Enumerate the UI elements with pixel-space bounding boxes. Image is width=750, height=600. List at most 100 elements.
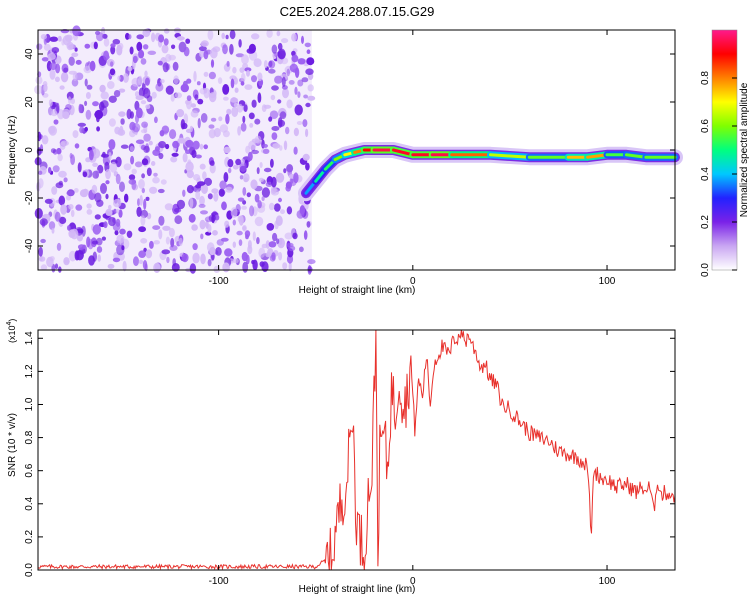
colorbar-gradient <box>712 30 737 270</box>
noise-speckle <box>126 108 132 120</box>
noise-speckle <box>120 118 125 125</box>
spectrogram-noise-region <box>34 25 316 275</box>
colorbar-tick-label: 0.8 <box>700 71 711 85</box>
noise-speckle <box>96 237 103 246</box>
noise-speckle <box>209 47 218 59</box>
noise-speckle <box>306 57 315 66</box>
noise-speckle <box>74 250 80 261</box>
noise-speckle <box>165 143 170 150</box>
noise-speckle <box>118 111 126 117</box>
noise-speckle <box>279 145 283 151</box>
spectrogram-panel: -100 0 100 -40 -20 0 20 40 Height of straight … <box>7 25 683 296</box>
noise-speckle <box>232 164 239 170</box>
noise-speckle <box>239 161 247 172</box>
noise-speckle <box>299 246 304 253</box>
noise-speckle <box>110 45 116 55</box>
noise-speckle <box>154 146 160 152</box>
noise-speckle <box>224 220 230 228</box>
snr-y-label: SNR (10 * v/v) <box>7 413 18 477</box>
noise-speckle <box>71 52 79 58</box>
noise-speckle <box>172 258 176 267</box>
noise-speckle <box>189 263 197 274</box>
noise-speckle <box>241 251 248 262</box>
noise-speckle <box>227 159 234 168</box>
noise-speckle <box>237 197 245 202</box>
noise-speckle <box>222 44 228 55</box>
noise-speckle <box>66 194 71 201</box>
snr-y-tick-label: 0.2 <box>24 530 35 544</box>
spectrogram-y-label: Frequency (Hz) <box>7 116 18 185</box>
noise-speckle <box>54 211 61 222</box>
noise-speckle <box>207 193 213 200</box>
noise-speckle <box>263 104 272 109</box>
noise-speckle <box>283 140 288 151</box>
noise-speckle <box>199 143 204 150</box>
noise-speckle <box>200 113 208 123</box>
noise-speckle <box>268 241 277 248</box>
noise-speckle <box>257 200 262 209</box>
colorbar-label: Normalized spectral amplitude <box>739 82 750 217</box>
noise-speckle <box>38 170 43 175</box>
noise-speckle <box>159 130 165 137</box>
noise-speckle <box>210 117 217 122</box>
noise-speckle <box>212 230 218 236</box>
noise-speckle <box>169 129 177 140</box>
noise-speckle <box>122 260 127 272</box>
noise-speckle <box>302 153 310 161</box>
noise-speckle <box>128 34 132 40</box>
noise-speckle <box>232 241 236 248</box>
noise-speckle <box>159 79 165 84</box>
noise-speckle <box>242 63 249 69</box>
noise-speckle <box>282 87 289 99</box>
noise-speckle <box>94 214 101 220</box>
noise-speckle <box>288 80 295 85</box>
noise-speckle <box>108 216 116 227</box>
spectrogram-y-tick-label: 0 <box>24 147 35 153</box>
noise-speckle <box>100 100 109 109</box>
noise-speckle <box>198 46 207 52</box>
noise-speckle <box>93 41 98 50</box>
noise-speckle <box>62 108 70 116</box>
noise-speckle <box>200 40 209 47</box>
noise-speckle <box>222 262 230 273</box>
noise-speckle <box>240 81 245 86</box>
noise-speckle <box>292 232 298 240</box>
colorbar: 0.0 0.2 0.4 0.6 0.8 Normalized spectral ampl… <box>700 29 750 277</box>
noise-speckle <box>57 35 62 42</box>
noise-speckle <box>127 66 133 72</box>
noise-speckle <box>40 264 48 271</box>
noise-speckle <box>254 118 261 125</box>
noise-speckle <box>170 156 178 163</box>
noise-speckle <box>217 77 223 84</box>
noise-speckle <box>282 262 288 270</box>
noise-speckle <box>272 232 278 242</box>
noise-speckle <box>117 75 121 81</box>
noise-speckle <box>56 242 62 251</box>
noise-speckle <box>68 250 77 262</box>
noise-speckle <box>59 85 65 90</box>
noise-speckle <box>226 60 230 67</box>
snr-y-tick-label: 0.6 <box>24 463 35 477</box>
noise-speckle <box>55 182 64 189</box>
noise-speckle <box>218 116 223 122</box>
noise-speckle <box>92 251 98 262</box>
noise-speckle <box>222 84 230 95</box>
noise-speckle <box>248 140 257 150</box>
noise-speckle <box>288 261 292 272</box>
noise-speckle <box>195 154 202 159</box>
noise-speckle <box>141 158 149 166</box>
noise-speckle <box>251 33 260 40</box>
colorbar-tick-label: 0.4 <box>700 167 711 181</box>
noise-speckle <box>207 29 214 41</box>
noise-speckle <box>183 46 190 57</box>
noise-speckle <box>91 184 98 194</box>
noise-speckle <box>245 234 249 240</box>
noise-speckle <box>307 259 316 265</box>
noise-speckle <box>285 181 292 189</box>
noise-speckle <box>141 173 146 179</box>
snr-y-axis: 0.0 0.2 0.4 0.6 0.8 1.0 1.2 1.4 <box>24 331 675 577</box>
noise-speckle <box>246 192 251 198</box>
noise-speckle <box>221 201 227 211</box>
noise-speckle <box>68 204 74 210</box>
noise-speckle <box>92 224 102 235</box>
